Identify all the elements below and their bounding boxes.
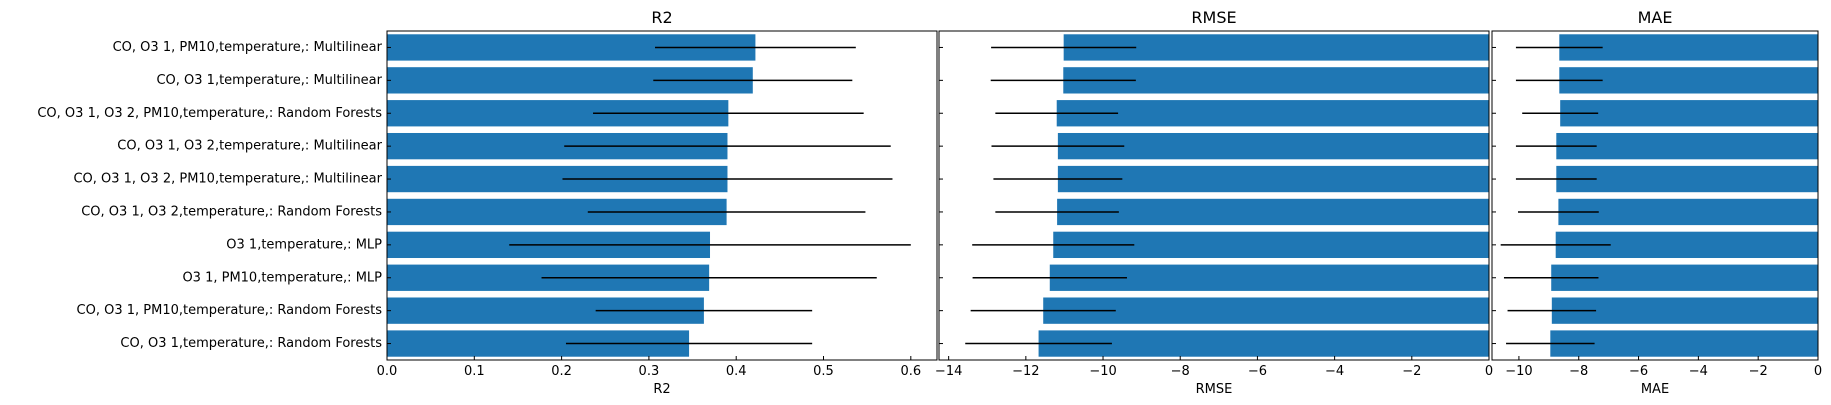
x-tick-label: 0.0: [377, 364, 398, 379]
x-tick-label: 0: [1485, 364, 1493, 379]
category-label: CO, O3 1, PM10,temperature,: Multilinear: [113, 40, 383, 55]
axes-frame: [386, 30, 938, 361]
x-tick-label: −8: [1569, 364, 1588, 379]
category-label: CO, O3 1, PM10,temperature,: Random Fore…: [77, 303, 383, 318]
bar: [1550, 330, 1818, 357]
axes-frame: [1491, 30, 1819, 361]
x-tick-label: 0.2: [551, 364, 572, 379]
category-label: CO, O3 1, O3 2, PM10,temperature,: Multi…: [73, 172, 382, 187]
x-axis-label: MAE: [1641, 382, 1669, 397]
panel-title: R2: [651, 8, 672, 27]
axes-frame: [938, 30, 1490, 361]
category-label: CO, O3 1, O3 2,temperature,: Random Fore…: [81, 204, 382, 219]
bar: [1043, 297, 1489, 324]
x-tick-label: −10: [1089, 364, 1116, 379]
x-axis-label: RMSE: [1196, 382, 1233, 397]
bar: [1551, 297, 1818, 324]
panel-rmse: −14 −12 −10 −8 −6 −4 −2 0 RMSE RMSE: [935, 8, 1493, 397]
x-tick-label: 0.6: [900, 364, 921, 379]
panel-mae: −10 −8 −6 −4 −2 0 MAE MAE: [1491, 8, 1822, 397]
x-tick-label: −2: [1749, 364, 1768, 379]
x-tick-label: 0.3: [639, 364, 660, 379]
panel-title: RMSE: [1191, 8, 1236, 27]
x-tick-label: −2: [1402, 364, 1421, 379]
x-tick-label: −6: [1248, 364, 1267, 379]
bar: [1560, 100, 1818, 127]
x-tick-label: 0: [1814, 364, 1822, 379]
x-tick-label: 0.4: [726, 364, 747, 379]
panel-title: MAE: [1638, 8, 1673, 27]
bar: [1056, 100, 1489, 127]
x-tick-label: −8: [1171, 364, 1190, 379]
category-label: CO, O3 1,temperature,: Multilinear: [156, 73, 382, 88]
category-label: O3 1, PM10,temperature,: MLP: [182, 270, 382, 285]
x-tick-label: −4: [1325, 364, 1344, 379]
x-tick-label: −10: [1505, 364, 1532, 379]
bar: [1556, 132, 1818, 160]
bar: [1556, 165, 1818, 193]
x-tick-label: −14: [935, 364, 962, 379]
bar: [1057, 132, 1489, 160]
x-tick-label: −4: [1689, 364, 1708, 379]
panel-r2: 0.0 0.1 0.2 0.3 0.4 0.5 0.6 R2 R2: [377, 8, 938, 397]
bar: [1038, 330, 1489, 357]
bar: [1558, 198, 1818, 226]
x-tick-label: −12: [1012, 364, 1039, 379]
bar: [1057, 198, 1489, 226]
x-tick-label: 0.1: [464, 364, 485, 379]
x-tick-label: −6: [1629, 364, 1648, 379]
x-axis-label: R2: [653, 382, 670, 397]
x-tick-label: 0.5: [813, 364, 834, 379]
category-label: CO, O3 1, O3 2,temperature,: Multilinear: [117, 139, 382, 154]
category-label: CO, O3 1, O3 2, PM10,temperature,: Rando…: [37, 106, 382, 121]
category-label: O3 1,temperature,: MLP: [226, 237, 382, 252]
category-label: CO, O3 1,temperature,: Random Forests: [120, 336, 382, 351]
bar: [1057, 165, 1489, 193]
